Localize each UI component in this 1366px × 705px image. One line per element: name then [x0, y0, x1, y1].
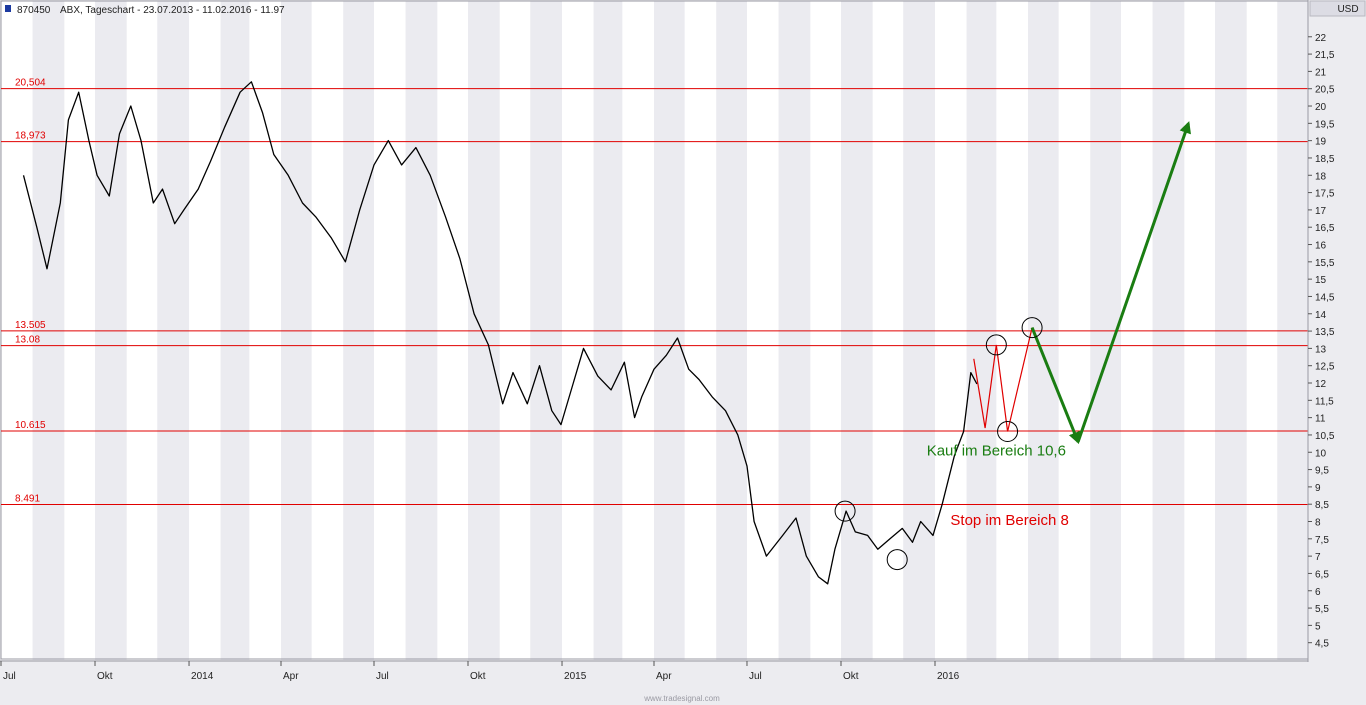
y-tick-label: 14,5	[1315, 292, 1335, 303]
marker-circles	[834, 317, 1043, 571]
x-tick-label: 2015	[564, 671, 587, 682]
buy-arrows	[1030, 121, 1191, 445]
y-tick-label: 9	[1315, 483, 1321, 494]
y-tick-label: 19	[1315, 137, 1327, 148]
y-tick-label: 15,5	[1315, 258, 1335, 269]
y-tick-label: 16,5	[1315, 223, 1335, 234]
x-tick-label: Okt	[97, 671, 113, 682]
symbol-code: 870450	[17, 5, 51, 16]
level-label: 8.491	[15, 494, 40, 505]
level-label: 13.08	[15, 335, 40, 346]
currency-label: USD	[1337, 4, 1358, 15]
x-tick-label: Jul	[3, 671, 16, 682]
y-tick-label: 4,5	[1315, 639, 1329, 650]
y-tick-label: 14	[1315, 310, 1327, 321]
x-tick-label: 2016	[937, 671, 960, 682]
y-tick-label: 12	[1315, 379, 1327, 390]
y-tick-label: 12,5	[1315, 362, 1335, 373]
marker-circle	[997, 420, 1019, 442]
y-axis: 4,5 5 5,5 6 6,5 7 7,5 8 8,5 9 9,5 10 10,5 11 11,5 12 12,…	[1308, 33, 1335, 650]
x-tick-label: Apr	[656, 671, 672, 682]
y-tick-label: 11	[1315, 414, 1326, 425]
marker-circle	[886, 549, 908, 571]
price-line	[22, 81, 978, 585]
y-tick-label: 5,5	[1315, 604, 1329, 615]
y-tick-label: 5	[1315, 621, 1321, 632]
y-tick-label: 13	[1315, 344, 1327, 355]
y-tick-label: 16	[1315, 241, 1327, 252]
y-tick-label: 19,5	[1315, 119, 1335, 130]
y-tick-label: 15	[1315, 275, 1327, 286]
level-label: 18,973	[15, 131, 46, 142]
x-tick-label: Jul	[749, 671, 762, 682]
y-tick-label: 10,5	[1315, 431, 1335, 442]
annotation-text: Kauf im Bereich 10,6	[927, 443, 1066, 460]
level-label: 20,504	[15, 78, 46, 89]
y-tick-label: 7	[1315, 552, 1321, 563]
y-tick-label: 17	[1315, 206, 1327, 217]
y-tick-label: 6	[1315, 587, 1321, 598]
buy-arrow	[1076, 121, 1191, 443]
x-axis: Jul Okt 2014 Apr Jul Okt 2015 Apr Jul Okt 2016	[0, 661, 960, 682]
marker-circle	[1021, 317, 1043, 339]
price-series	[22, 81, 978, 585]
y-tick-label: 20,5	[1315, 85, 1335, 96]
y-tick-label: 6,5	[1315, 569, 1329, 580]
footer-watermark: www.tradesignal.com	[643, 694, 720, 703]
level-label: 10.615	[15, 420, 46, 431]
y-tick-label: 9,5	[1315, 466, 1329, 477]
y-tick-label: 21	[1315, 67, 1327, 78]
y-tick-label: 17,5	[1315, 189, 1335, 200]
y-tick-label: 10	[1315, 448, 1327, 459]
x-tick-label: Apr	[283, 671, 299, 682]
level-label: 13.505	[15, 320, 46, 331]
y-tick-label: 8	[1315, 518, 1321, 529]
x-tick-label: Okt	[843, 671, 859, 682]
buy-arrow	[1030, 327, 1081, 445]
y-tick-label: 18,5	[1315, 154, 1335, 165]
y-tick-label: 8,5	[1315, 500, 1329, 511]
marker-circle	[834, 500, 856, 522]
annotation-text: Stop im Bereich 8	[950, 512, 1068, 529]
y-tick-label: 21,5	[1315, 50, 1335, 61]
projection-line	[973, 327, 1033, 432]
y-tick-label: 18	[1315, 171, 1327, 182]
y-tick-label: 7,5	[1315, 535, 1329, 546]
x-tick-label: Okt	[470, 671, 486, 682]
x-tick-label: Jul	[376, 671, 389, 682]
y-tick-label: 11,5	[1315, 396, 1334, 407]
y-tick-label: 22	[1315, 33, 1327, 44]
x-tick-label: 2014	[191, 671, 214, 682]
y-tick-label: 13,5	[1315, 327, 1335, 338]
chart-title: ABX, Tageschart - 23.07.2013 - 11.02.201…	[60, 5, 285, 16]
symbol-marker	[5, 5, 11, 12]
annotations: Kauf im Bereich 10,6 Stop im Bereich 8	[927, 443, 1069, 529]
projection-path	[973, 327, 1033, 432]
marker-circle	[985, 334, 1007, 356]
y-tick-label: 20	[1315, 102, 1327, 113]
